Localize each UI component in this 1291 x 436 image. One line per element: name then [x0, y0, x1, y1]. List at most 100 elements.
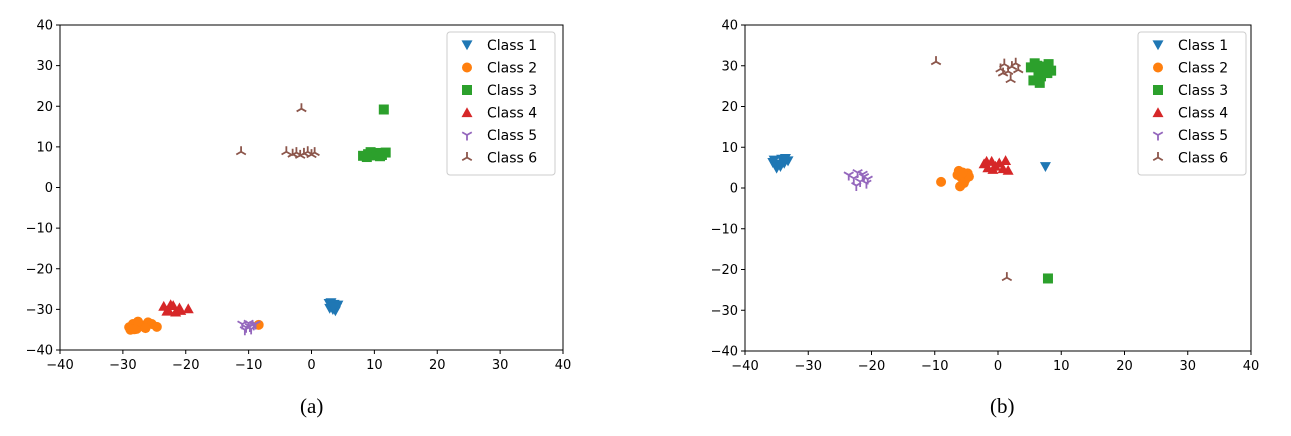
scatter-chart-a: −40 −30 −20 −10 0 10 20 30 40 −40 −30 −20 −10 0 10 20 30…	[26, 19, 572, 374]
data-point	[1013, 64, 1024, 74]
y-tick-label: 10	[721, 141, 738, 156]
legend-marker	[1152, 131, 1164, 141]
x-tick-label: 10	[366, 358, 383, 373]
legend-marker	[461, 40, 473, 51]
x-tick-label: −20	[858, 359, 885, 374]
y-tick-label: 20	[36, 100, 53, 115]
data-point	[862, 175, 873, 185]
legend-label: Class 4	[487, 106, 537, 122]
data-point	[999, 58, 1010, 68]
y-tick-label: −40	[26, 344, 53, 359]
legend-label: Class 4	[1178, 106, 1228, 122]
series-class-4	[158, 299, 194, 317]
y-tick-label: 20	[721, 100, 738, 115]
legend-marker	[1153, 85, 1163, 95]
chart-panel-a: −40 −30 −20 −10 0 10 20 30 40 −40 −30 −20 −10 0 10 20 30…	[26, 19, 572, 419]
y-tick-label: −10	[26, 222, 53, 237]
data-point	[1034, 77, 1045, 88]
legend-marker	[1152, 40, 1164, 51]
data-point	[1032, 60, 1043, 71]
y-tick-label: 0	[730, 182, 738, 197]
data-point	[1042, 68, 1053, 79]
data-point	[378, 104, 389, 115]
y-tick-label: −30	[26, 303, 53, 318]
data-point	[997, 67, 1009, 77]
data-point	[861, 179, 872, 189]
data-point	[957, 167, 968, 178]
y-tick-label: −40	[711, 345, 738, 360]
legend-marker	[462, 62, 472, 73]
data-point	[129, 324, 140, 335]
x-tick-label: −10	[921, 359, 948, 374]
series-class-2	[936, 165, 974, 192]
data-point	[380, 147, 391, 158]
y-tick-label: 10	[36, 140, 53, 155]
y-tick-label: 40	[36, 19, 53, 34]
data-point	[987, 164, 999, 174]
legend-label: Class 5	[487, 128, 537, 144]
x-tick-label: 40	[555, 358, 572, 373]
y-tick-label: −10	[711, 222, 738, 237]
data-point	[1000, 155, 1012, 165]
x-tick-label: 0	[994, 359, 1002, 374]
data-point	[1001, 272, 1013, 282]
data-point	[767, 158, 779, 168]
series-class-5	[237, 319, 261, 336]
series-class-3	[1025, 58, 1057, 284]
data-point	[281, 146, 292, 156]
chart-panel-b: −40 −30 −20 −10 0 10 20 30 40 −40 −30 −20 −10 0 10 20 30…	[646, 0, 1291, 436]
legend-box	[446, 31, 556, 176]
legend-label: Class 1	[1178, 38, 1228, 54]
data-point	[165, 299, 177, 310]
x-tick-label: 30	[492, 358, 509, 373]
legend-box	[1137, 31, 1247, 176]
data-point	[250, 320, 261, 330]
data-point	[936, 176, 947, 187]
legend-label: Class 2	[487, 61, 537, 77]
y-tick-label: 30	[721, 59, 738, 74]
series-class-5	[843, 168, 873, 192]
data-point	[1005, 74, 1016, 84]
data-point	[1002, 164, 1014, 175]
series-class-4	[978, 155, 1014, 175]
data-point	[328, 302, 340, 313]
legend-label: Class 6	[487, 151, 537, 167]
legend: Class 1 Class 2 Class 3 Class 4 Class 5 Class…	[446, 31, 556, 176]
x-tick-label: −10	[235, 358, 262, 373]
y-tick-label: −30	[711, 304, 738, 319]
caption-b: (b)	[990, 394, 1015, 418]
legend-marker	[461, 107, 473, 118]
legend-marker	[462, 85, 472, 95]
y-tick-label: 40	[721, 19, 738, 34]
data-point	[244, 322, 256, 332]
data-point	[309, 147, 320, 157]
legend-label: Class 1	[487, 38, 537, 54]
x-tick-label: 20	[429, 358, 446, 373]
data-point	[151, 321, 162, 332]
data-point	[182, 303, 194, 314]
x-tick-label: −40	[46, 358, 73, 373]
x-tick-label: 40	[1243, 359, 1260, 374]
legend-label: Class 2	[1178, 61, 1228, 77]
x-tick-label: 10	[1053, 359, 1070, 374]
data-point	[235, 146, 247, 156]
scatter-chart-b: −40 −30 −20 −10 0 10 20 30 40 −40 −30 −20 −10 0 10 20 30…	[711, 19, 1260, 375]
series-class-3	[358, 104, 391, 163]
x-tick-label: 20	[1116, 359, 1133, 374]
y-tick-label: 30	[36, 59, 53, 74]
legend-marker	[1152, 152, 1164, 162]
data-point	[930, 56, 942, 66]
x-tick-label: −30	[795, 359, 822, 374]
x-tick-label: −30	[109, 358, 136, 373]
legend-marker	[461, 152, 473, 162]
data-point	[1028, 75, 1039, 86]
y-tick-label: −20	[711, 263, 738, 278]
series-class-1	[323, 298, 344, 317]
legend-label: Class 3	[487, 83, 537, 99]
data-point	[1043, 59, 1054, 70]
data-point	[239, 326, 251, 336]
x-tick-label: 30	[1179, 359, 1196, 374]
data-point	[843, 171, 854, 181]
series-class-6	[930, 56, 1024, 282]
series-class-1	[767, 153, 1051, 174]
